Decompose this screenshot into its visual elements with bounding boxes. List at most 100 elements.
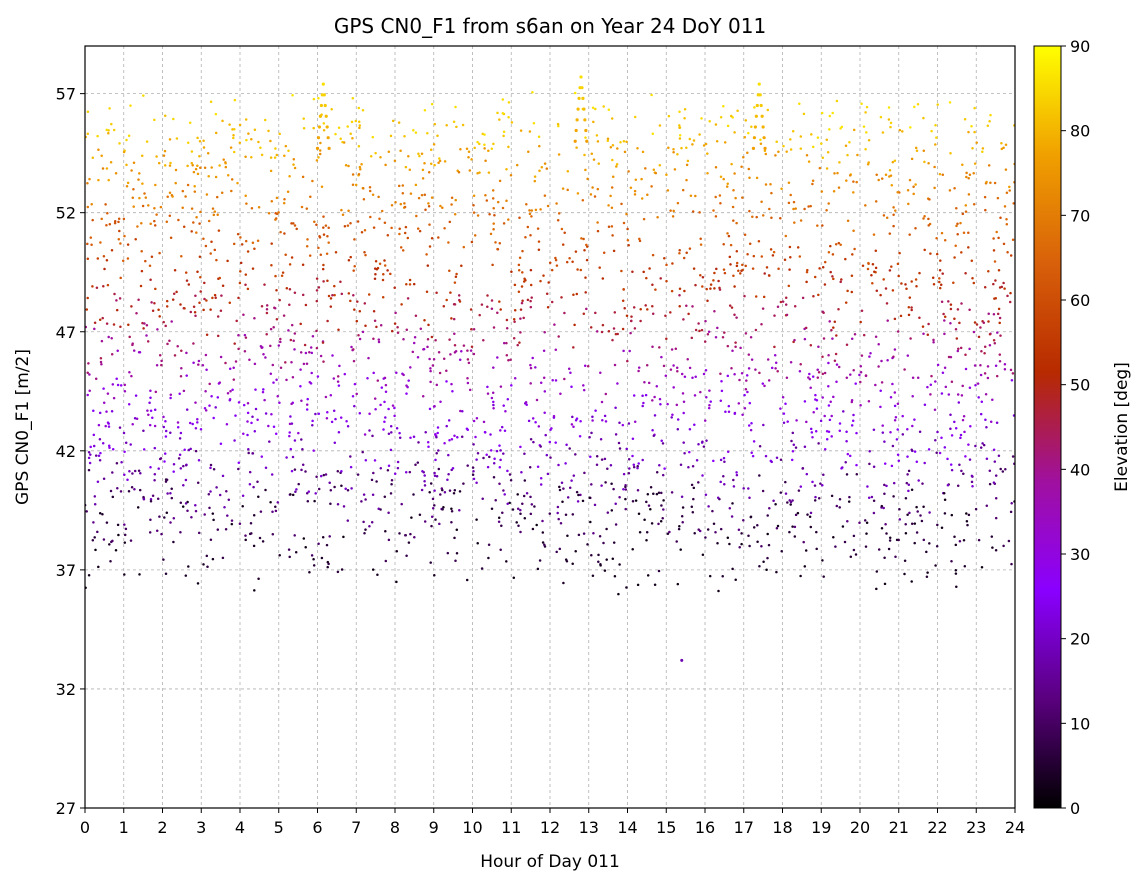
data-point [557, 212, 561, 215]
data-point [346, 125, 349, 128]
data-point [810, 431, 814, 434]
data-point [216, 528, 220, 531]
data-point [371, 568, 375, 571]
data-point [499, 449, 502, 452]
data-point [799, 135, 803, 138]
data-point [586, 177, 589, 181]
data-point [564, 513, 568, 516]
data-point [141, 204, 145, 208]
data-point [154, 183, 157, 187]
data-point [387, 150, 391, 154]
data-point [789, 193, 792, 197]
data-point [502, 452, 505, 455]
data-point [429, 148, 433, 151]
data-point [807, 376, 810, 379]
data-point [499, 429, 502, 432]
data-point [384, 530, 387, 533]
data-point [1011, 238, 1015, 242]
data-point [467, 156, 470, 159]
data-point [906, 354, 910, 357]
data-point [321, 536, 325, 539]
data-point [779, 407, 782, 410]
data-point [814, 393, 817, 397]
data-point [106, 283, 110, 287]
data-point [292, 157, 296, 161]
data-point [275, 288, 278, 292]
data-point [866, 162, 870, 166]
data-point [561, 500, 564, 504]
data-point [112, 396, 116, 400]
data-point [848, 141, 851, 144]
data-point [192, 342, 195, 345]
data-point [728, 304, 732, 307]
data-point [114, 549, 118, 552]
data-point [430, 236, 434, 240]
data-point [433, 405, 436, 408]
data-point [754, 295, 758, 298]
data-point [225, 422, 229, 426]
data-point [475, 481, 478, 484]
data-point [789, 361, 793, 364]
data-point [825, 167, 829, 170]
data-point [896, 428, 899, 431]
data-point [291, 455, 295, 459]
data-point [368, 429, 371, 432]
data-point [714, 165, 718, 169]
data-point [508, 473, 512, 476]
data-point [443, 226, 446, 230]
data-point [195, 231, 198, 234]
data-point [214, 112, 218, 116]
data-point [364, 498, 367, 501]
data-point [726, 182, 729, 186]
data-point [142, 429, 145, 432]
data-point [1008, 189, 1011, 192]
data-point [343, 225, 347, 228]
data-point [566, 534, 569, 538]
data-point [605, 527, 608, 531]
data-point [218, 164, 221, 167]
data-point [556, 219, 560, 222]
data-point [979, 363, 982, 367]
data-point [524, 400, 528, 404]
data-point [301, 463, 305, 466]
data-point [85, 510, 88, 513]
data-point [319, 474, 323, 478]
data-point [852, 368, 855, 372]
data-point [650, 93, 653, 97]
data-point [103, 267, 106, 271]
data-point [677, 527, 681, 531]
data-point [985, 180, 988, 184]
data-point [613, 575, 617, 578]
data-point [182, 225, 186, 229]
data-point [985, 426, 988, 429]
data-point [147, 204, 150, 207]
data-point [288, 422, 292, 426]
data-point [163, 460, 166, 463]
data-point [373, 277, 377, 281]
data-point [315, 159, 319, 162]
data-point [752, 440, 756, 443]
data-point [932, 282, 936, 286]
data-point [850, 424, 854, 427]
data-point [518, 341, 521, 344]
data-point [487, 149, 490, 152]
data-point [907, 483, 911, 486]
data-point [149, 222, 152, 225]
data-point [811, 179, 815, 183]
data-point [289, 493, 292, 496]
data-point [230, 178, 234, 181]
data-point [353, 308, 356, 311]
data-point [949, 463, 953, 466]
data-point [943, 319, 946, 322]
data-point [279, 366, 283, 369]
data-point [943, 512, 947, 515]
data-point [943, 239, 947, 242]
peak-point [763, 146, 767, 150]
data-point [98, 411, 102, 415]
data-point [123, 573, 126, 576]
data-point [352, 293, 355, 297]
data-point [471, 473, 475, 477]
data-point [706, 332, 710, 336]
data-point [879, 389, 882, 392]
data-point [329, 502, 332, 505]
